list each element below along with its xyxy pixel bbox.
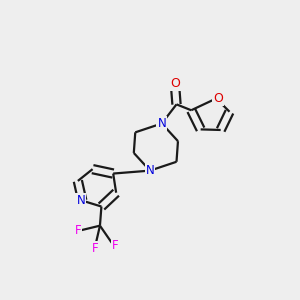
Text: N: N bbox=[158, 117, 166, 130]
Text: F: F bbox=[112, 238, 119, 252]
Text: F: F bbox=[92, 242, 99, 255]
Text: F: F bbox=[75, 224, 82, 237]
Text: O: O bbox=[170, 77, 180, 90]
Text: N: N bbox=[76, 194, 85, 207]
Text: N: N bbox=[146, 164, 154, 177]
Text: O: O bbox=[213, 92, 223, 105]
